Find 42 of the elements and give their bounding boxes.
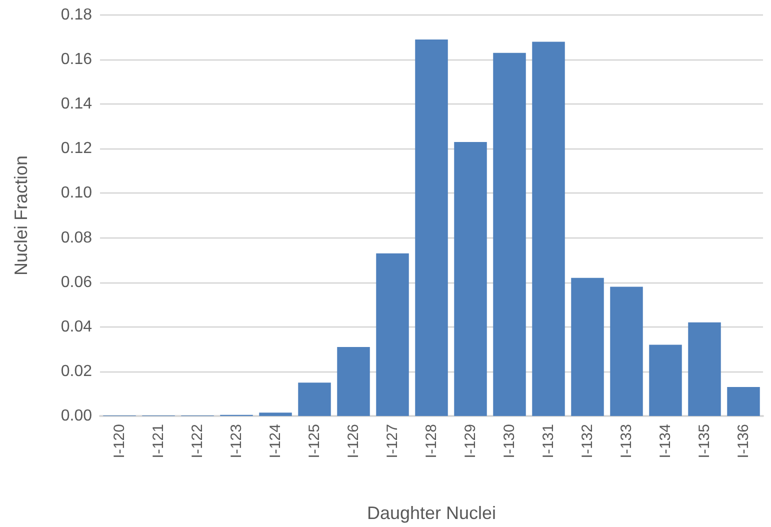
bar bbox=[493, 52, 526, 416]
y-axis-title: Nuclei Fraction bbox=[11, 155, 31, 276]
bar bbox=[259, 412, 292, 416]
x-tick-label: I-124 bbox=[267, 424, 284, 458]
x-tick-label: I-121 bbox=[150, 424, 167, 458]
x-tick-label: I-122 bbox=[189, 424, 206, 458]
bar bbox=[532, 42, 565, 416]
y-tick-label: 0.04 bbox=[60, 318, 92, 336]
y-tick-label: 0.18 bbox=[60, 6, 92, 24]
bar bbox=[727, 387, 760, 416]
x-tick-label: I-130 bbox=[501, 424, 518, 458]
bar bbox=[454, 142, 487, 416]
y-tick-label: 0.00 bbox=[60, 408, 92, 424]
x-tick-label: I-134 bbox=[657, 424, 674, 458]
x-tick-label: I-131 bbox=[540, 424, 557, 458]
bar bbox=[571, 278, 604, 416]
x-tick-label: I-126 bbox=[345, 424, 362, 458]
bar bbox=[415, 40, 448, 416]
x-tick-label: I-125 bbox=[306, 424, 323, 458]
x-tick-label: I-120 bbox=[111, 424, 128, 458]
x-tick-label: I-136 bbox=[735, 424, 752, 458]
bar bbox=[298, 382, 331, 416]
y-tick-label: 0.12 bbox=[60, 140, 92, 158]
x-tick-label: I-123 bbox=[228, 424, 245, 458]
y-tick-label: 0.14 bbox=[60, 96, 92, 113]
bar bbox=[610, 286, 643, 416]
x-tick-label: I-128 bbox=[423, 424, 440, 458]
x-tick-label: I-127 bbox=[384, 424, 401, 458]
y-tick-label: 0.06 bbox=[60, 274, 92, 291]
bar bbox=[376, 253, 409, 416]
x-axis-title: Daughter Nuclei bbox=[366, 503, 496, 523]
x-tick-label: I-135 bbox=[696, 424, 713, 458]
x-tick-label: I-129 bbox=[462, 424, 479, 458]
x-tick-label: I-133 bbox=[618, 424, 635, 458]
bar bbox=[337, 346, 370, 416]
bar bbox=[688, 322, 721, 416]
y-tick-label: 0.02 bbox=[60, 362, 92, 380]
x-tick-label: I-132 bbox=[579, 424, 596, 458]
y-tick-label: 0.16 bbox=[60, 51, 92, 68]
y-tick-label: 0.10 bbox=[60, 184, 92, 202]
y-tick-label: 0.08 bbox=[60, 229, 92, 246]
bar bbox=[649, 344, 682, 416]
